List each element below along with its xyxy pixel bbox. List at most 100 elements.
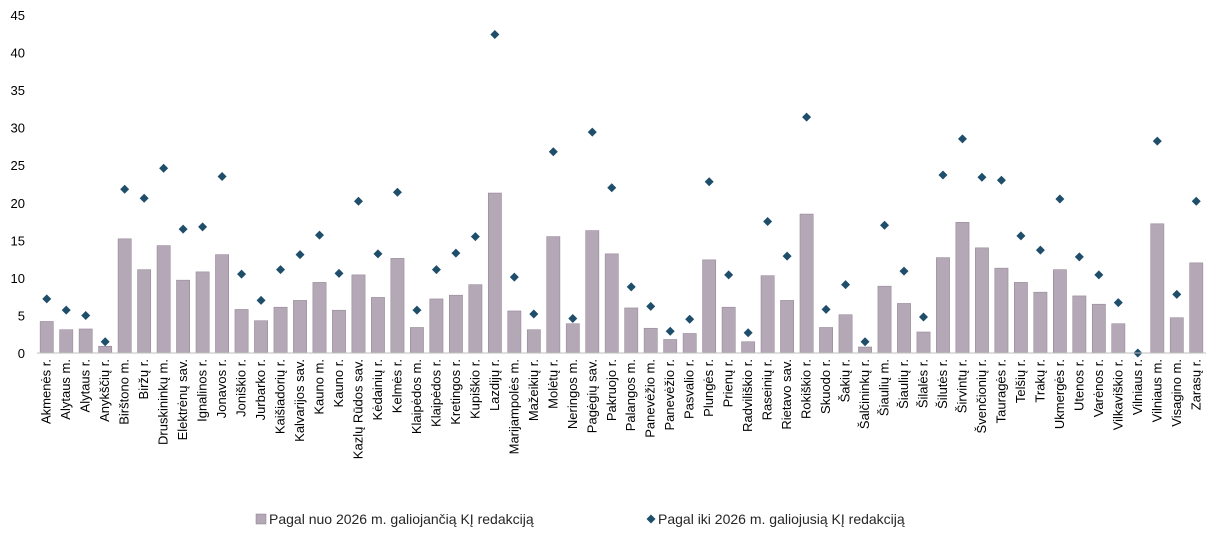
bar (643, 327, 658, 354)
marker-point (860, 337, 870, 347)
bar (98, 345, 113, 354)
marker-point (1055, 194, 1065, 204)
x-tick-label: Varėnos r. (1091, 359, 1106, 417)
x-tick-label: Šiaulių r. (896, 359, 911, 409)
x-tick-label: Kupiškio r. (467, 359, 482, 419)
marker-series (42, 30, 1201, 358)
marker-point (42, 294, 52, 304)
y-tick-label: 35 (11, 83, 25, 98)
y-tick-label: 15 (11, 233, 25, 248)
bar (741, 341, 756, 354)
marker-point (217, 171, 227, 181)
bar (215, 254, 229, 354)
bar (293, 300, 307, 354)
marker-point (841, 280, 851, 290)
x-axis-ticks: Akmenės r. Alytaus m. Alytaus r. Anykščių r… (39, 359, 1204, 459)
bar (877, 285, 892, 354)
bar (799, 213, 814, 354)
x-tick-label: Pagėgių sav. (584, 359, 599, 433)
x-tick-label: Kazlų Rūdos sav. (350, 359, 365, 459)
bar (760, 275, 775, 354)
bar (702, 259, 717, 354)
marker-point (315, 230, 325, 240)
y-tick-label: 45 (11, 8, 25, 23)
x-tick-label: Pakruojo r. (604, 359, 619, 421)
marker-point (880, 220, 890, 230)
legend-label-marker: Pagal iki 2026 m. galiojusią KĮ redakcij… (658, 511, 905, 527)
bar (195, 271, 210, 354)
bar (585, 230, 600, 354)
x-tick-label: Jurbarko r. (253, 359, 268, 420)
legend: Pagal nuo 2026 m. galiojančią KĮ redakci… (255, 511, 905, 527)
marker-point (1172, 289, 1182, 299)
marker-point (198, 222, 208, 232)
bar (1072, 295, 1087, 354)
y-tick-label: 20 (11, 196, 25, 211)
x-tick-label: Kalvarijos sav. (292, 359, 307, 442)
bar (78, 328, 93, 354)
marker-point (392, 187, 402, 197)
bar (1111, 323, 1126, 354)
x-tick-label: Alytaus r. (78, 359, 93, 412)
marker-point (431, 265, 441, 275)
x-tick-label: Vilkaviškio r. (1110, 359, 1125, 430)
marker-point (256, 295, 266, 305)
x-tick-label: Visagino m. (1169, 359, 1184, 427)
bar (351, 274, 366, 354)
x-tick-label: Joniškio r. (234, 359, 249, 417)
bar (916, 331, 931, 354)
marker-point (61, 305, 71, 315)
x-tick-label: Kėdainių r. (370, 359, 385, 420)
bar (819, 327, 833, 354)
x-tick-label: Birštono m. (117, 359, 132, 425)
bar (234, 309, 249, 354)
marker-point (509, 272, 519, 282)
bar (994, 267, 1009, 354)
x-tick-label: Anykščių r. (97, 359, 112, 422)
x-tick-label: Šalčininkų r. (857, 359, 872, 429)
bar (117, 238, 132, 354)
marker-point (821, 304, 831, 314)
y-tick-label: 40 (11, 46, 25, 61)
bar (897, 303, 911, 354)
marker-point (548, 147, 558, 157)
marker-point (1035, 245, 1045, 255)
x-tick-label: Marijampolės m. (506, 359, 521, 454)
bar (59, 329, 74, 354)
x-tick-label: Alytaus m. (58, 359, 73, 420)
x-tick-label: Šiaulių m. (877, 359, 892, 416)
x-tick-label: Ukmergės r. (1052, 359, 1067, 429)
marker-point (100, 337, 110, 347)
marker-point (996, 175, 1006, 185)
marker-point (743, 328, 753, 338)
marker-point (159, 163, 169, 173)
x-tick-label: Prienų r. (721, 359, 736, 407)
bar (273, 306, 288, 354)
bar (546, 236, 561, 354)
x-tick-label: Klaipėdos r. (428, 359, 443, 427)
x-tick-label: Kauno r. (331, 359, 346, 407)
bar (449, 294, 463, 354)
y-tick-label: 25 (11, 158, 25, 173)
x-tick-label: Panevėžio r. (662, 359, 677, 431)
x-tick-label: Lazdijų r. (487, 359, 502, 411)
y-tick-label: 30 (11, 121, 25, 136)
marker-point (782, 251, 792, 261)
legend-swatch-marker (646, 514, 656, 524)
legend-swatch-bar (255, 513, 267, 525)
x-tick-label: Utenos r. (1071, 359, 1086, 411)
bar (780, 300, 794, 354)
marker-point (568, 313, 578, 323)
x-tick-label: Klaipėdos m. (409, 359, 424, 434)
bar (156, 245, 171, 354)
marker-point (685, 314, 695, 324)
bar (663, 339, 678, 354)
x-tick-label: Kauno m. (312, 359, 327, 415)
bar (254, 320, 268, 354)
x-tick-label: Kretingos r. (448, 359, 463, 425)
x-tick-label: Pasvalio r. (682, 359, 697, 419)
marker-point (626, 282, 636, 292)
marker-point (373, 249, 383, 259)
x-tick-label: Zarasų r. (1188, 359, 1203, 410)
